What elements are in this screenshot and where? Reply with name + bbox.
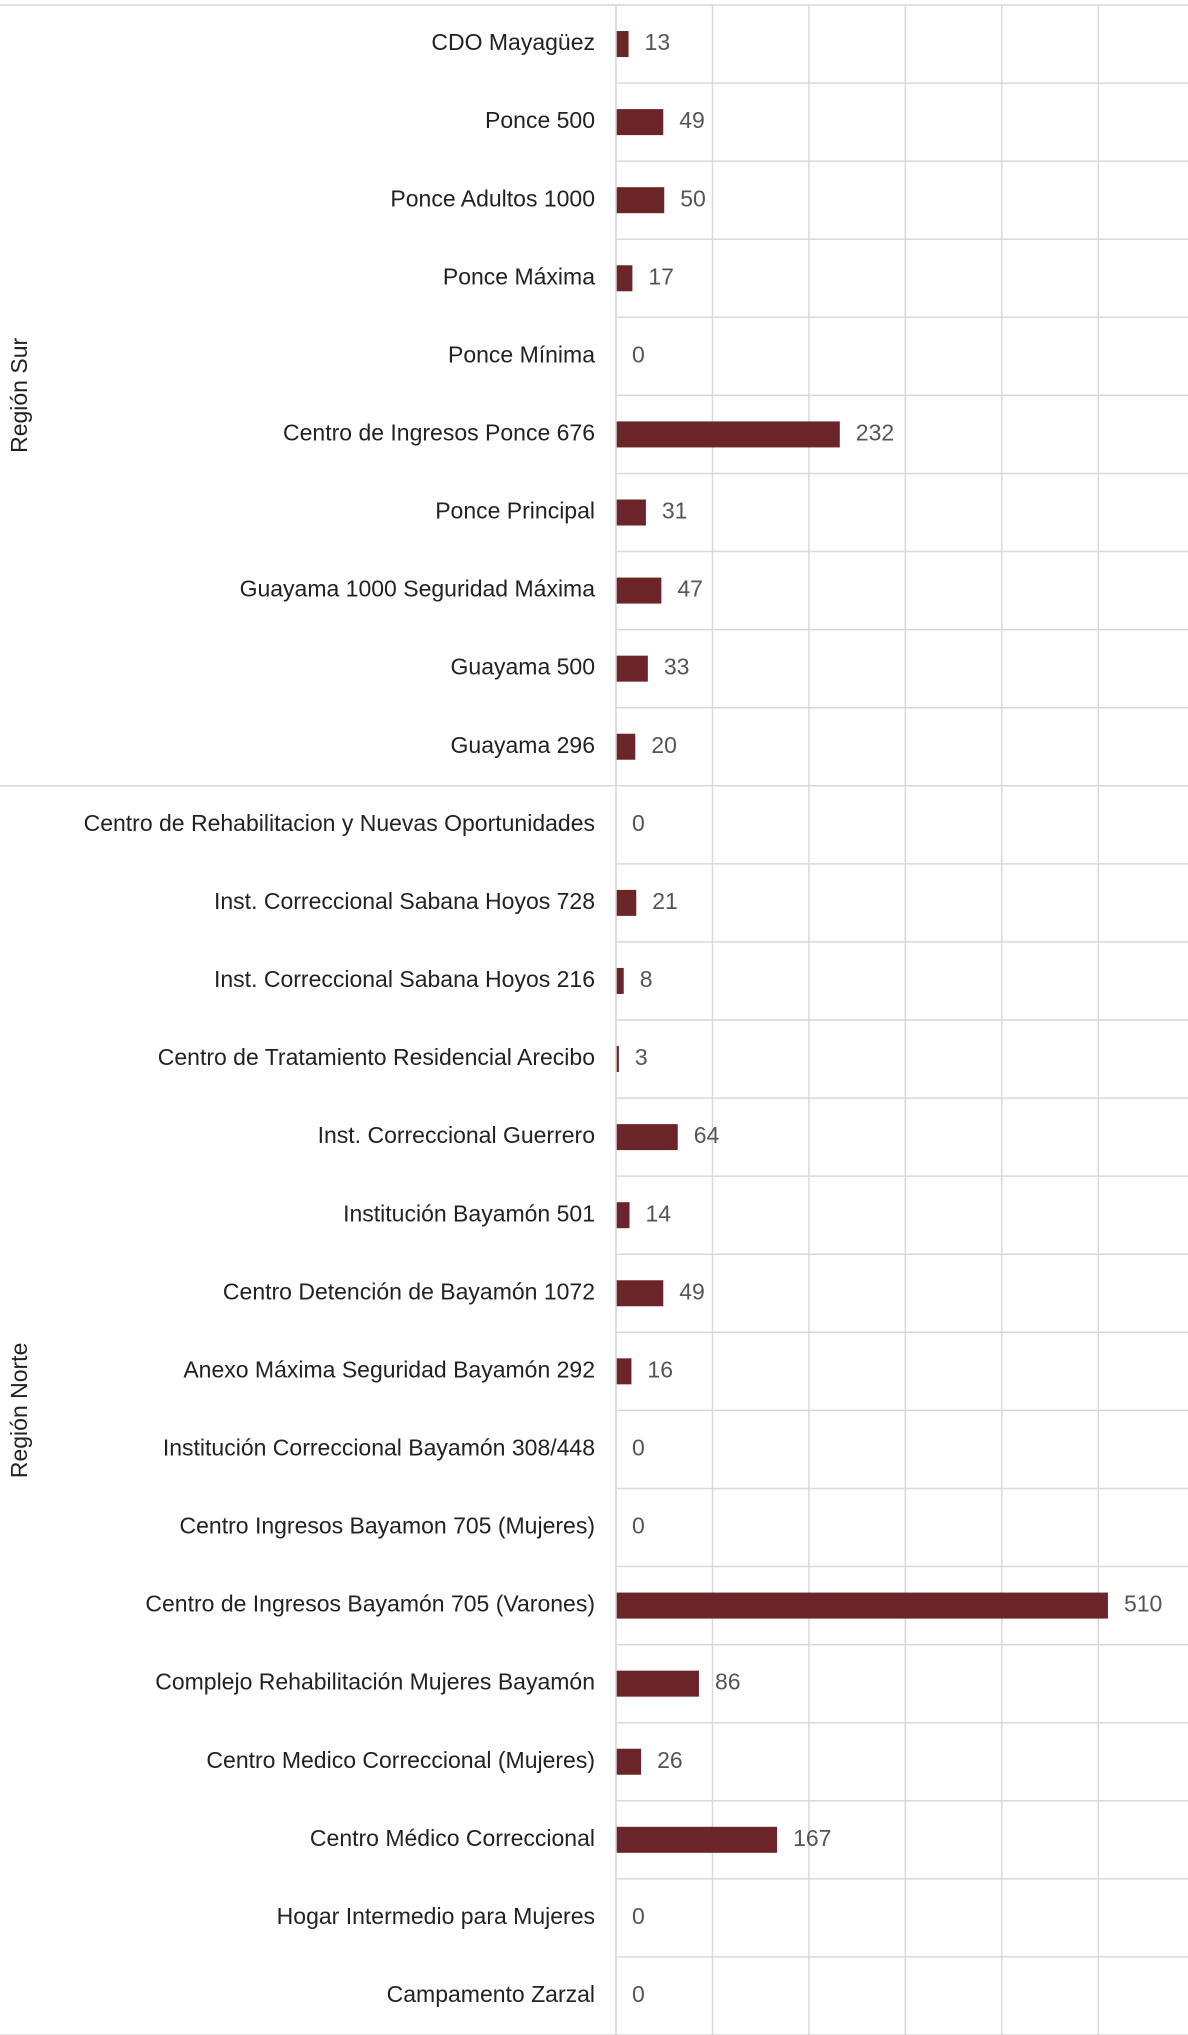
bar (616, 1592, 1108, 1619)
category-label: Guayama 500 (451, 654, 595, 680)
value-label: 26 (657, 1747, 683, 1773)
bar (616, 1202, 630, 1229)
bar (616, 577, 662, 604)
value-label: 49 (679, 1278, 705, 1304)
value-label: 0 (632, 1435, 645, 1461)
value-label: 0 (632, 341, 645, 367)
bar (616, 1358, 632, 1385)
value-label: 20 (651, 732, 677, 758)
bar (616, 1748, 642, 1775)
value-label: 0 (632, 810, 645, 836)
bar (616, 1046, 619, 1073)
bar (616, 1280, 664, 1307)
value-label: 50 (680, 185, 706, 211)
category-label: Institución Bayamón 501 (343, 1200, 595, 1226)
category-label: Inst. Correccional Sabana Hoyos 728 (214, 888, 595, 914)
category-label: Centro de Ingresos Ponce 676 (283, 420, 595, 446)
category-label: Centro Médico Correccional (310, 1825, 595, 1851)
category-label: Guayama 1000 Seguridad Máxima (240, 576, 596, 602)
bar (616, 733, 636, 760)
value-label: 21 (652, 888, 678, 914)
bar (616, 1124, 678, 1151)
category-label: Ponce Máxima (443, 263, 595, 289)
category-label: Ponce Principal (435, 498, 595, 524)
category-label: Centro de Tratamiento Residencial Arecib… (158, 1044, 595, 1070)
value-label: 17 (648, 263, 674, 289)
category-label: CDO Mayagüez (431, 29, 595, 55)
category-label: Inst. Correccional Guerrero (318, 1122, 595, 1148)
value-label: 14 (646, 1200, 672, 1226)
value-label: 86 (715, 1669, 741, 1695)
bar (616, 1670, 699, 1697)
bar (616, 967, 624, 994)
category-label: Centro de Ingresos Bayamón 705 (Varones) (145, 1591, 595, 1617)
category-label: Ponce 500 (485, 107, 595, 133)
category-label: Guayama 296 (451, 732, 595, 758)
category-label: Ponce Mínima (448, 341, 595, 367)
value-label: 47 (677, 576, 703, 602)
value-label: 0 (632, 1981, 645, 2007)
value-label: 64 (694, 1122, 720, 1148)
value-label: 0 (632, 1903, 645, 1929)
value-label: 49 (679, 107, 705, 133)
category-label: Inst. Correccional Sabana Hoyos 216 (214, 966, 595, 992)
value-label: 0 (632, 1513, 645, 1539)
bar (616, 31, 629, 58)
bar (616, 655, 648, 682)
bar (616, 1826, 778, 1853)
bar (616, 499, 646, 526)
value-label: 16 (647, 1356, 673, 1382)
value-label: 8 (640, 966, 653, 992)
category-label: Centro de Rehabilitacion y Nuevas Oportu… (84, 810, 595, 836)
category-label: Campamento Zarzal (387, 1981, 595, 2007)
value-label: 31 (662, 498, 688, 524)
group-label: Región Norte (6, 1343, 32, 1479)
bar (616, 889, 637, 916)
category-label: Complejo Rehabilitación Mujeres Bayamón (155, 1669, 595, 1695)
bar (616, 421, 840, 448)
value-label: 13 (645, 29, 671, 55)
value-label: 3 (635, 1044, 648, 1070)
bar (616, 187, 665, 214)
value-label: 510 (1124, 1591, 1162, 1617)
value-label: 33 (664, 654, 690, 680)
category-label: Institución Correccional Bayamón 308/448 (163, 1435, 595, 1461)
value-label: 167 (793, 1825, 831, 1851)
category-label: Centro Detención de Bayamón 1072 (223, 1278, 595, 1304)
category-label: Centro Ingresos Bayamon 705 (Mujeres) (180, 1513, 595, 1539)
category-label: Ponce Adultos 1000 (390, 185, 595, 211)
group-label: Región Sur (6, 338, 32, 453)
category-label: Hogar Intermedio para Mujeres (277, 1903, 595, 1929)
value-label: 232 (856, 420, 894, 446)
bar (616, 109, 664, 136)
category-label: Anexo Máxima Seguridad Bayamón 292 (183, 1356, 595, 1382)
bar (616, 265, 633, 292)
category-label: Centro Medico Correccional (Mujeres) (206, 1747, 595, 1773)
